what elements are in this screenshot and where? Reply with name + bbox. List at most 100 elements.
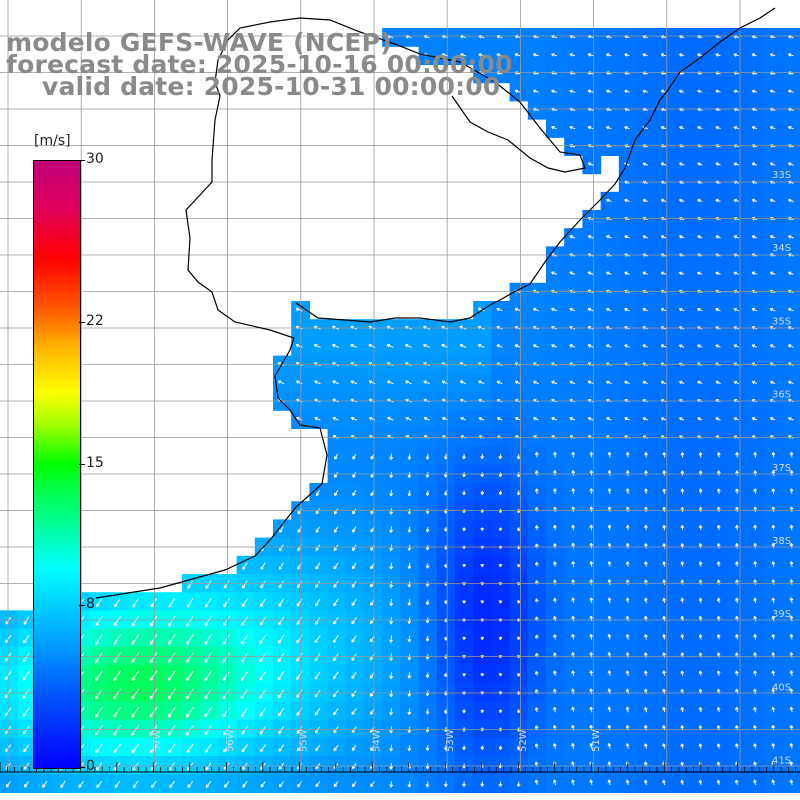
latitude-label: 38S: [772, 536, 791, 547]
wind-arrow: [606, 380, 612, 385]
wind-arrow: [735, 743, 739, 749]
wind-arrow: [660, 235, 667, 239]
wind-arrow: [535, 598, 539, 603]
wind-arrow: [204, 634, 212, 645]
wind-arrow: [516, 709, 521, 714]
wind-arrow: [95, 670, 103, 682]
wind-arrow: [496, 307, 503, 312]
colorbar-tick-mark: [79, 605, 85, 607]
longitude-label: 55W: [298, 729, 309, 752]
wind-arrow: [351, 689, 357, 698]
wind-arrow: [131, 652, 140, 663]
wind-arrow: [315, 526, 321, 533]
wind-arrow: [131, 634, 140, 645]
wind-arrow: [571, 779, 575, 786]
wind-arrow: [114, 780, 121, 789]
wind-arrow: [149, 743, 158, 754]
wind-arrow: [753, 743, 757, 749]
wind-arrow: [733, 162, 739, 166]
wind-arrow: [789, 561, 794, 567]
wind-arrow: [553, 706, 557, 713]
wind-arrow: [477, 307, 485, 312]
wind-arrow: [131, 616, 140, 627]
wind-arrow: [534, 743, 539, 749]
wind-arrow: [771, 597, 776, 604]
wind-arrow: [314, 416, 321, 421]
wind-arrow: [553, 670, 557, 676]
wind-arrow: [716, 543, 721, 549]
wind-arrow: [698, 452, 703, 458]
wind-arrow: [477, 343, 485, 348]
wind-arrow: [498, 527, 503, 531]
wind-arrow: [315, 562, 321, 570]
wind-arrow: [660, 198, 667, 203]
wind-arrow: [587, 344, 594, 348]
wind-arrow: [22, 670, 30, 681]
wind-arrow: [751, 271, 758, 276]
wind-arrow: [478, 53, 485, 57]
wind-arrow: [716, 488, 721, 494]
wind-arrow: [113, 743, 121, 754]
wind-arrow: [498, 745, 503, 750]
wind-arrow: [644, 524, 648, 531]
wind-arrow: [644, 561, 648, 567]
wind-arrow: [480, 781, 485, 787]
wind-arrow: [296, 634, 303, 644]
wind-arrow: [352, 490, 357, 497]
wind-arrow: [644, 597, 648, 604]
wind-arrow: [553, 634, 557, 640]
wind-arrow: [370, 781, 375, 788]
wind-arrow: [607, 706, 612, 713]
wind-arrow: [314, 616, 321, 625]
wind-arrow: [222, 652, 231, 663]
wind-arrow: [350, 380, 358, 385]
wind-arrow: [333, 598, 339, 607]
wind-arrow: [680, 670, 685, 676]
wind-arrow: [553, 743, 557, 749]
wind-arrow: [407, 599, 412, 606]
wind-arrow: [679, 126, 685, 130]
wind-arrow: [5, 781, 11, 788]
colorbar-tick-label: 15: [86, 454, 104, 471]
wind-arrow: [240, 707, 249, 718]
wind-arrow: [314, 653, 321, 662]
wind-arrow: [334, 490, 339, 497]
wind-arrow: [697, 344, 703, 348]
wind-arrow: [498, 490, 503, 496]
wind-arrow: [624, 271, 630, 276]
wind-arrow: [278, 726, 285, 735]
wind-arrow: [315, 544, 321, 552]
wind-arrow: [278, 781, 284, 788]
wind-arrow: [204, 616, 212, 627]
wind-arrow: [23, 744, 30, 753]
wind-arrow: [204, 652, 212, 663]
wind-arrow: [769, 198, 776, 203]
wind-arrow: [715, 235, 721, 239]
wind-arrow: [407, 562, 412, 570]
wind-arrow: [314, 634, 321, 644]
wind-arrow: [716, 706, 721, 713]
wind-arrow: [332, 380, 339, 385]
wind-arrow: [186, 634, 194, 645]
wind-arrow: [697, 126, 703, 130]
wind-arrow: [423, 380, 430, 385]
wind-arrow: [644, 543, 648, 549]
wind-arrow: [660, 162, 667, 166]
wind-arrow: [240, 652, 249, 663]
wind-arrow: [169, 780, 175, 789]
wind-arrow: [498, 781, 503, 787]
wind-arrow: [625, 561, 630, 567]
wind-arrow: [624, 344, 630, 348]
wind-arrow: [716, 597, 721, 603]
wind-arrow: [660, 271, 667, 276]
wind-arrow: [113, 634, 121, 645]
wind-arrow: [113, 688, 122, 700]
wind-arrow: [205, 580, 212, 589]
wind-arrow: [185, 725, 194, 736]
wind-arrow: [607, 542, 612, 549]
wind-arrow: [96, 598, 103, 608]
wind-arrow: [789, 633, 794, 640]
wind-arrow: [735, 597, 739, 604]
wind-arrow: [624, 235, 630, 239]
wind-arrow: [769, 307, 776, 312]
